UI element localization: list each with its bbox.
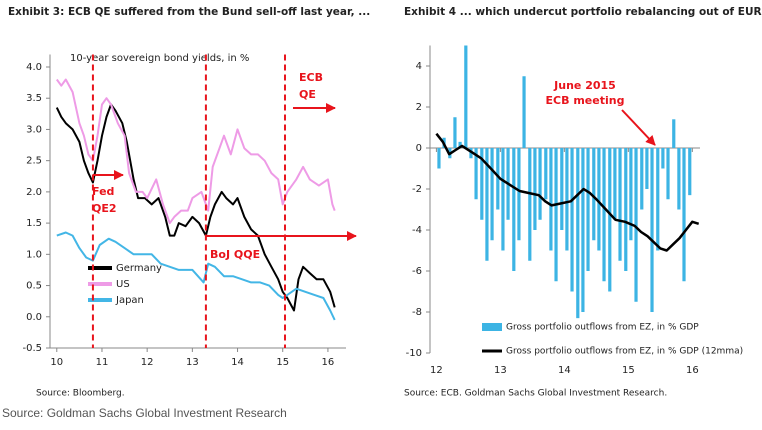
y-tick-label: 4.0 [26,62,42,73]
y-tick-label: 3.0 [26,124,42,135]
source: Source: ECB. Goldman Sachs Global Invest… [404,389,667,399]
bar [570,148,574,292]
legend-label: US [116,279,130,290]
event-label: QE2 [92,202,117,215]
annotation: June 2015 [553,79,616,92]
series-line [435,132,700,252]
bar [490,148,494,241]
x-tick-label: 10 [50,357,63,368]
bar [453,117,457,148]
bar [608,148,612,292]
legend-label: Gross portfolio outflows from EZ, in % G… [506,323,699,333]
bar [474,148,478,200]
source: Source: Bloomberg. [36,389,125,399]
y-tick-label: 2.0 [26,187,42,198]
bar [560,148,564,230]
y-tick-label: -10 [406,348,422,359]
bar [634,148,638,302]
bar [437,148,441,169]
bar [522,76,526,148]
bar [602,148,606,282]
y-tick-label: 0.0 [26,312,42,323]
chart-title: Exhibit 4 ... which undercut portfolio r… [404,6,762,18]
legend-label: Japan [115,295,144,306]
legend-label: Germany [116,263,162,274]
y-tick-label: -6 [412,266,422,277]
bar [592,148,596,241]
bar [688,148,692,196]
bar [586,148,590,271]
bar [501,148,505,251]
y-tick-label: 1.0 [26,249,42,260]
bar [682,148,686,282]
bar [458,141,462,148]
bar [496,148,500,210]
bar [544,148,548,200]
bar [656,148,660,251]
bar [533,148,537,230]
x-tick-label: 14 [231,357,244,368]
bar [613,148,617,220]
series-line [55,103,336,312]
y-tick-label: -4 [412,225,422,236]
x-tick-label: 16 [322,357,335,368]
y-tick-label: 3.5 [26,93,42,104]
subtitle: 10-year sovereign bond yields, in % [70,53,249,64]
bar [672,119,676,148]
legend-label: Gross portfolio outflows from EZ, in % G… [506,347,743,357]
x-tick-label: 13 [186,357,199,368]
y-tick-label: 0.5 [26,281,42,292]
y-tick-label: 4 [416,61,422,72]
bar [528,148,532,261]
y-tick-label: -0.5 [22,343,42,354]
bar [538,148,542,220]
x-tick-label: 14 [558,365,571,376]
y-tick-label: 2 [416,102,422,113]
bar [624,148,628,271]
bar [517,148,521,241]
bar [485,148,489,261]
bar [565,148,569,251]
bar [629,148,633,241]
bar [464,45,468,148]
x-tick-label: 16 [686,365,699,376]
bar [677,148,681,210]
bar [554,148,558,282]
x-tick-label: 12 [430,365,443,376]
chart-title: Exhibit 3: ECB QE suffered from the Bund… [8,6,370,18]
y-tick-label: 2.5 [26,156,42,167]
bar [618,148,622,261]
event-label: QE [299,88,316,101]
event-label: ECB [299,71,323,84]
x-tick-label: 15 [622,365,635,376]
footer: Source: Goldman Sachs Global Investment … [2,406,287,420]
legend-swatch [482,323,502,331]
x-tick-label: 12 [141,357,154,368]
y-tick-label: -8 [412,307,422,318]
y-tick-label: 1.5 [26,218,42,229]
y-tick-label: 0 [416,143,422,154]
bar [666,148,670,200]
bar [576,148,580,319]
bar [650,148,654,312]
y-tick-label: -2 [412,184,422,195]
x-tick-label: 11 [96,357,109,368]
annotation-arrow [621,109,656,146]
event-label: BoJ QQE [210,248,260,261]
bar [661,148,665,169]
bar [581,148,585,312]
event-label: Fed [92,185,114,198]
bar [512,148,516,271]
bar [640,148,644,210]
bar [645,148,649,189]
x-tick-label: 15 [276,357,289,368]
bar [549,148,553,251]
bar [480,148,484,220]
series-line [56,231,336,321]
annotation: ECB meeting [546,94,625,107]
bar [597,148,601,251]
x-tick-label: 13 [494,365,507,376]
